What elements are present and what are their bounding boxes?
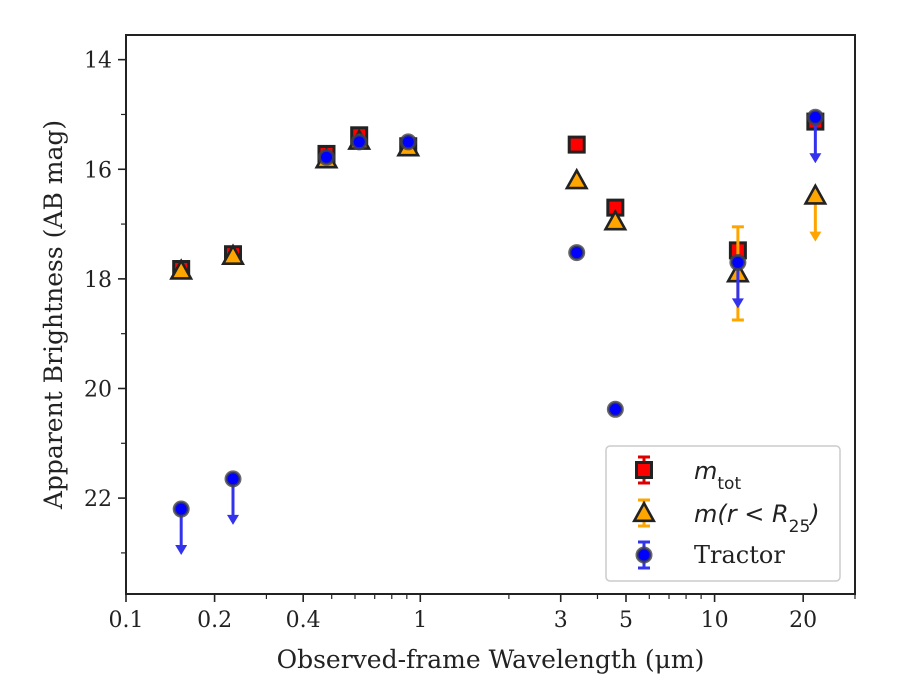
point-tractor xyxy=(568,244,586,262)
y-tick-label: 22 xyxy=(84,487,112,512)
point-mr25 xyxy=(803,183,828,205)
x-tick-label: 0.2 xyxy=(197,608,232,633)
point-mr25 xyxy=(564,167,589,190)
x-tick-label: 10 xyxy=(701,608,729,633)
legend-box xyxy=(605,445,841,582)
x-tick-label: 3 xyxy=(554,608,568,633)
upper-limit-arrow-head xyxy=(227,514,240,525)
point-tractor xyxy=(317,148,335,166)
plot-frame xyxy=(125,34,856,595)
x-tick-label: 0.1 xyxy=(109,608,144,633)
upper-limit-arrow-head xyxy=(175,545,188,556)
point-tractor xyxy=(224,470,242,488)
legend-marker-mr25 xyxy=(632,500,656,523)
axis-ticks: 0.1 0.2 0.4 1 3 5 10 20 14 16 18 20 22 xyxy=(84,49,856,633)
x-tick-label: 20 xyxy=(789,608,817,633)
point-mr25 xyxy=(603,208,628,231)
data-points xyxy=(169,108,828,556)
y-tick-label: 20 xyxy=(84,377,112,402)
legend-label-mr25: m(r < R25) xyxy=(694,500,820,537)
legend: mtot m(r < R25) Tractor xyxy=(605,445,841,582)
x-axis-label: Observed-frame Wavelength (μm) xyxy=(277,645,705,674)
legend-label-tractor: Tractor xyxy=(694,541,785,569)
x-tick-label: 0.4 xyxy=(286,608,321,633)
series-mtot xyxy=(172,112,825,279)
point-tractor xyxy=(172,500,190,518)
point-mr25 xyxy=(169,258,194,280)
point-tractor xyxy=(806,108,824,126)
point-tractor xyxy=(399,133,417,151)
upper-limit-arrow-head xyxy=(809,231,822,242)
point-tractor xyxy=(350,133,368,151)
point-mr25 xyxy=(221,243,245,265)
upper-limit-arrow-head xyxy=(731,298,744,309)
x-tick-label: 1 xyxy=(413,608,427,633)
legend-marker-mtot xyxy=(635,461,653,479)
series-tractor xyxy=(172,108,824,556)
legend-marker-tractor xyxy=(635,546,653,564)
upper-limit-arrow-head xyxy=(809,153,822,164)
point-mtot xyxy=(567,135,586,154)
y-tick-label: 14 xyxy=(84,49,112,74)
point-tractor xyxy=(729,253,747,271)
y-tick-label: 16 xyxy=(84,158,112,183)
point-tractor xyxy=(606,400,624,418)
y-tick-label: 18 xyxy=(84,268,112,293)
x-tick-label: 5 xyxy=(619,608,633,633)
y-axis-label: Apparent Brightness (AB mag) xyxy=(39,120,68,510)
legend-label-mtot: mtot xyxy=(694,457,741,494)
series-mr25 xyxy=(169,128,828,322)
